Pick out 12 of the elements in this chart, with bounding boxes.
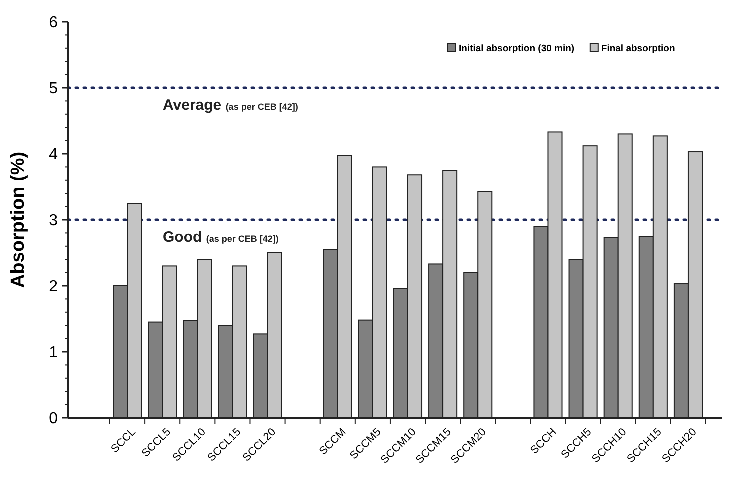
y-tick-label: 6 — [49, 14, 58, 32]
y-tick-label: 3 — [49, 212, 58, 230]
y-tick-label: 5 — [49, 80, 58, 98]
y-tick-label: 4 — [49, 146, 58, 164]
ref-line-label: Average (as per CEB [42]) — [163, 97, 298, 114]
y-tick-label: 2 — [49, 278, 58, 296]
y-tick-label: 1 — [49, 344, 58, 362]
legend-label: Initial absorption (30 min) — [459, 43, 575, 54]
ref-line-label: Good (as per CEB [42]) — [163, 229, 279, 246]
legend-label: Final absorption — [601, 43, 676, 54]
y-axis-title: Absorption (%) — [8, 152, 29, 288]
y-tick-label: 0 — [49, 410, 58, 428]
